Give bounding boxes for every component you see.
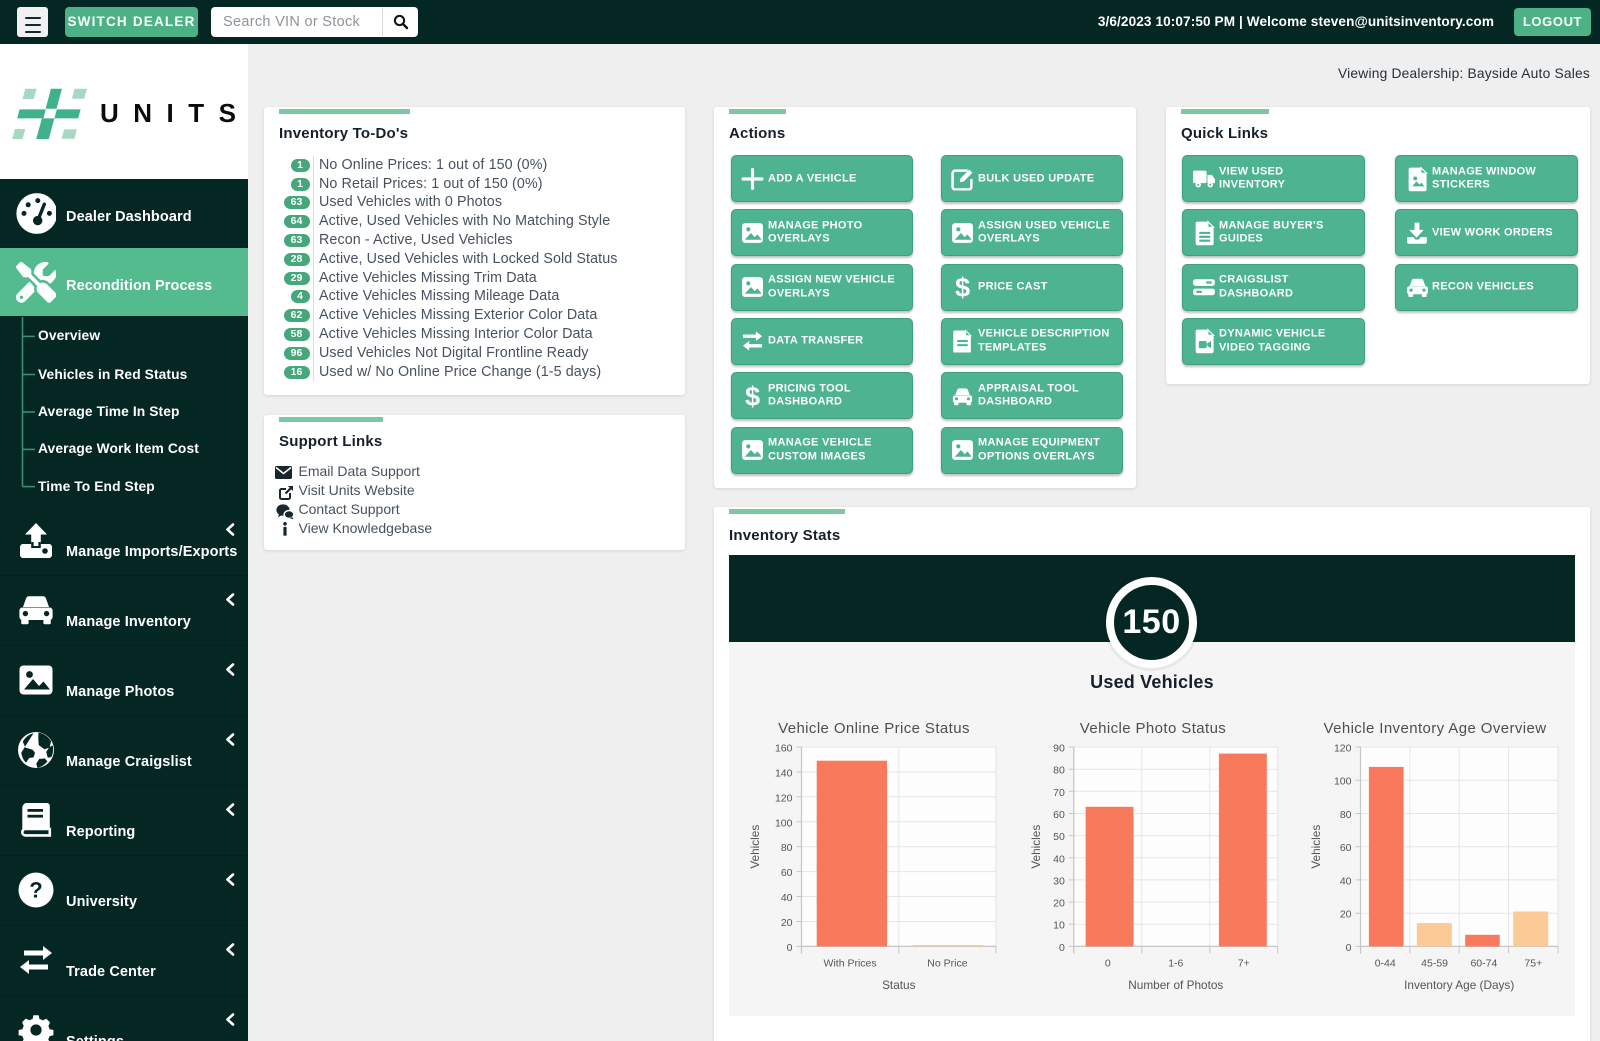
svg-text:Vehicle Inventory Age Overview: Vehicle Inventory Age Overview [1324, 720, 1547, 737]
svg-text:60: 60 [1340, 842, 1352, 854]
svg-text:100: 100 [1334, 776, 1352, 788]
svg-text:20: 20 [1340, 909, 1352, 921]
svg-text:10: 10 [1053, 920, 1065, 932]
svg-text:?: ? [29, 878, 42, 903]
svg-text:No Price: No Price [927, 957, 967, 969]
svg-text:60: 60 [781, 867, 793, 879]
svg-text:75+: 75+ [1524, 957, 1542, 969]
svg-text:90: 90 [1053, 743, 1065, 755]
svg-text:Inventory Age (Days): Inventory Age (Days) [1404, 978, 1514, 992]
svg-text:$: $ [955, 276, 970, 299]
svg-text:Status: Status [882, 978, 916, 992]
svg-text:80: 80 [1340, 809, 1352, 821]
svg-text:0: 0 [787, 942, 793, 954]
svg-text:60-74: 60-74 [1470, 957, 1497, 969]
svg-text:30: 30 [1053, 875, 1065, 887]
svg-text:Number of Photos: Number of Photos [1128, 978, 1223, 992]
svg-text:40: 40 [1053, 853, 1065, 865]
svg-text:Vehicles: Vehicles [1029, 825, 1043, 869]
svg-text:70: 70 [1053, 787, 1065, 799]
svg-text:Vehicles: Vehicles [1309, 825, 1323, 869]
svg-text:45-59: 45-59 [1421, 957, 1448, 969]
svg-text:20: 20 [1053, 898, 1065, 910]
svg-text:0-44: 0-44 [1375, 957, 1396, 969]
svg-text:1-6: 1-6 [1168, 957, 1183, 969]
svg-text:100: 100 [775, 817, 793, 829]
svg-text:Vehicles: Vehicles [748, 825, 762, 869]
svg-text:0: 0 [1059, 942, 1065, 954]
svg-text:140: 140 [775, 767, 793, 779]
svg-text:40: 40 [1340, 875, 1352, 887]
svg-text:80: 80 [781, 842, 793, 854]
svg-text:$: $ [745, 384, 760, 407]
svg-text:80: 80 [1053, 765, 1065, 777]
svg-text:0: 0 [1105, 957, 1111, 969]
svg-text:120: 120 [1334, 743, 1352, 755]
svg-text:160: 160 [775, 743, 793, 755]
svg-text:120: 120 [775, 792, 793, 804]
svg-text:Vehicle Online Price Status: Vehicle Online Price Status [778, 720, 970, 737]
svg-text:With Prices: With Prices [824, 957, 877, 969]
svg-text:0: 0 [1346, 942, 1352, 954]
svg-text:Vehicle Photo Status: Vehicle Photo Status [1080, 720, 1226, 737]
svg-text:20: 20 [781, 917, 793, 929]
svg-text:60: 60 [1053, 809, 1065, 821]
svg-text:40: 40 [781, 892, 793, 904]
svg-text:7+: 7+ [1238, 957, 1250, 969]
svg-text:50: 50 [1053, 831, 1065, 843]
